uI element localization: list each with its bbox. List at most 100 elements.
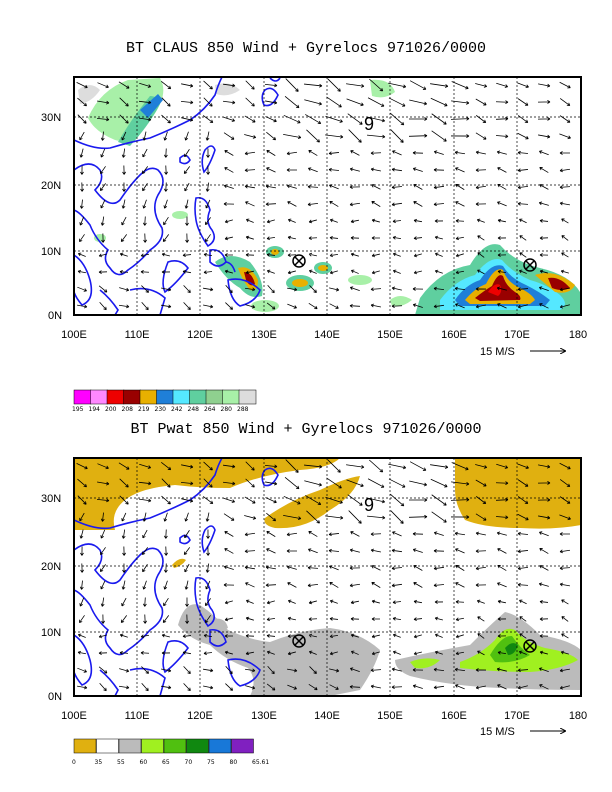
wind-vector [559, 532, 571, 536]
wind-vector [265, 184, 276, 189]
wind-vector [413, 582, 423, 588]
wind-vector [367, 515, 386, 520]
svg-text:140E: 140E [314, 329, 340, 341]
wind-vector [267, 666, 275, 675]
wind-vector [266, 530, 276, 537]
wind-vector [284, 95, 300, 109]
wind-vector [497, 167, 507, 173]
wind-vector [142, 512, 147, 522]
wind-vector [245, 634, 255, 638]
wind-vector [371, 565, 381, 571]
wind-vector [430, 83, 449, 88]
wind-vector [244, 287, 256, 292]
wind-vector [392, 150, 402, 156]
colorbar-tick-label: 65.61 [252, 759, 269, 766]
wind-vector [79, 615, 85, 624]
wind-vector [308, 683, 318, 691]
wind-vector [517, 304, 528, 309]
wind-vector [308, 600, 317, 605]
wind-vector [184, 199, 189, 209]
wind-vector [371, 617, 381, 621]
wind-vector [308, 633, 317, 638]
wind-vector [184, 149, 190, 158]
wind-vector [539, 684, 549, 690]
wind-vector [349, 583, 361, 588]
wind-vector [412, 548, 423, 553]
svg-text:180: 180 [569, 710, 587, 722]
wind-vector [517, 115, 529, 123]
wind-vector [347, 113, 363, 125]
svg-text:10N: 10N [41, 246, 61, 258]
wind-vector [560, 269, 569, 274]
wind-vector [286, 565, 297, 570]
wind-vector [122, 563, 126, 573]
wind-vector [517, 496, 529, 504]
wind-vector [266, 600, 275, 605]
wind-vector [161, 633, 170, 638]
wind-vector [224, 269, 233, 274]
wind-vector [164, 165, 168, 175]
wind-vector [287, 303, 297, 309]
wind-vector [245, 651, 254, 656]
wind-vector [181, 498, 194, 503]
wind-vector [265, 583, 277, 588]
wind-vector [185, 216, 189, 226]
wind-vector [142, 580, 147, 590]
wind-vector [349, 566, 361, 570]
wind-vector [539, 650, 548, 655]
wind-vector [349, 667, 360, 672]
wind-vector [412, 668, 424, 672]
colorbar-swatch [156, 389, 174, 405]
wind-vector [391, 286, 402, 291]
wind-vector [121, 529, 126, 539]
wind-vector [245, 304, 256, 309]
colorbar-swatch [222, 389, 240, 405]
wind-vector [350, 633, 359, 638]
panel1-coastlines [74, 77, 281, 315]
wind-vector [538, 134, 551, 139]
wind-vector [79, 199, 84, 209]
panel2-gyre-marker-1 [292, 634, 306, 648]
wind-vector [266, 633, 276, 638]
wind-vector [203, 252, 213, 257]
wind-vector [244, 115, 256, 123]
wind-vector [141, 285, 149, 293]
wind-vector [99, 302, 107, 311]
wind-vector [537, 117, 551, 121]
wind-vector [77, 667, 87, 673]
wind-vector [539, 531, 549, 537]
wind-vector [328, 167, 340, 172]
wind-vector [286, 151, 298, 156]
wind-vector [559, 496, 571, 504]
wind-vector [308, 269, 317, 274]
wind-vector [119, 478, 129, 488]
wind-vector [119, 114, 129, 124]
wind-vector [222, 481, 236, 486]
svg-text:170E: 170E [504, 710, 530, 722]
wind-vector [307, 184, 319, 189]
wind-vector [538, 286, 549, 292]
svg-text:120E: 120E [187, 329, 213, 341]
wind-vector [455, 564, 465, 571]
wind-vector [371, 253, 380, 258]
wind-vector [205, 131, 210, 141]
wind-vector [163, 216, 169, 226]
wind-vector [539, 548, 549, 554]
wind-vector [223, 184, 234, 189]
panel2-map: 9 30N 20N 10N 0N 100E 110E 120E 130E 140… [41, 457, 587, 766]
wind-vector [389, 493, 405, 507]
wind-vector [412, 684, 423, 689]
wind-vector [142, 216, 147, 226]
wind-vector [79, 131, 85, 141]
wind-vector [497, 565, 507, 571]
wind-vector [185, 597, 189, 607]
wind-vector [326, 96, 342, 108]
wind-vector [519, 599, 527, 605]
wind-vector [100, 547, 106, 556]
wind-vector [409, 80, 427, 90]
wind-vector [119, 252, 128, 257]
wind-vector [96, 498, 110, 503]
wind-vector [287, 651, 296, 656]
wind-vector [308, 252, 317, 257]
wind-vector [119, 633, 128, 638]
